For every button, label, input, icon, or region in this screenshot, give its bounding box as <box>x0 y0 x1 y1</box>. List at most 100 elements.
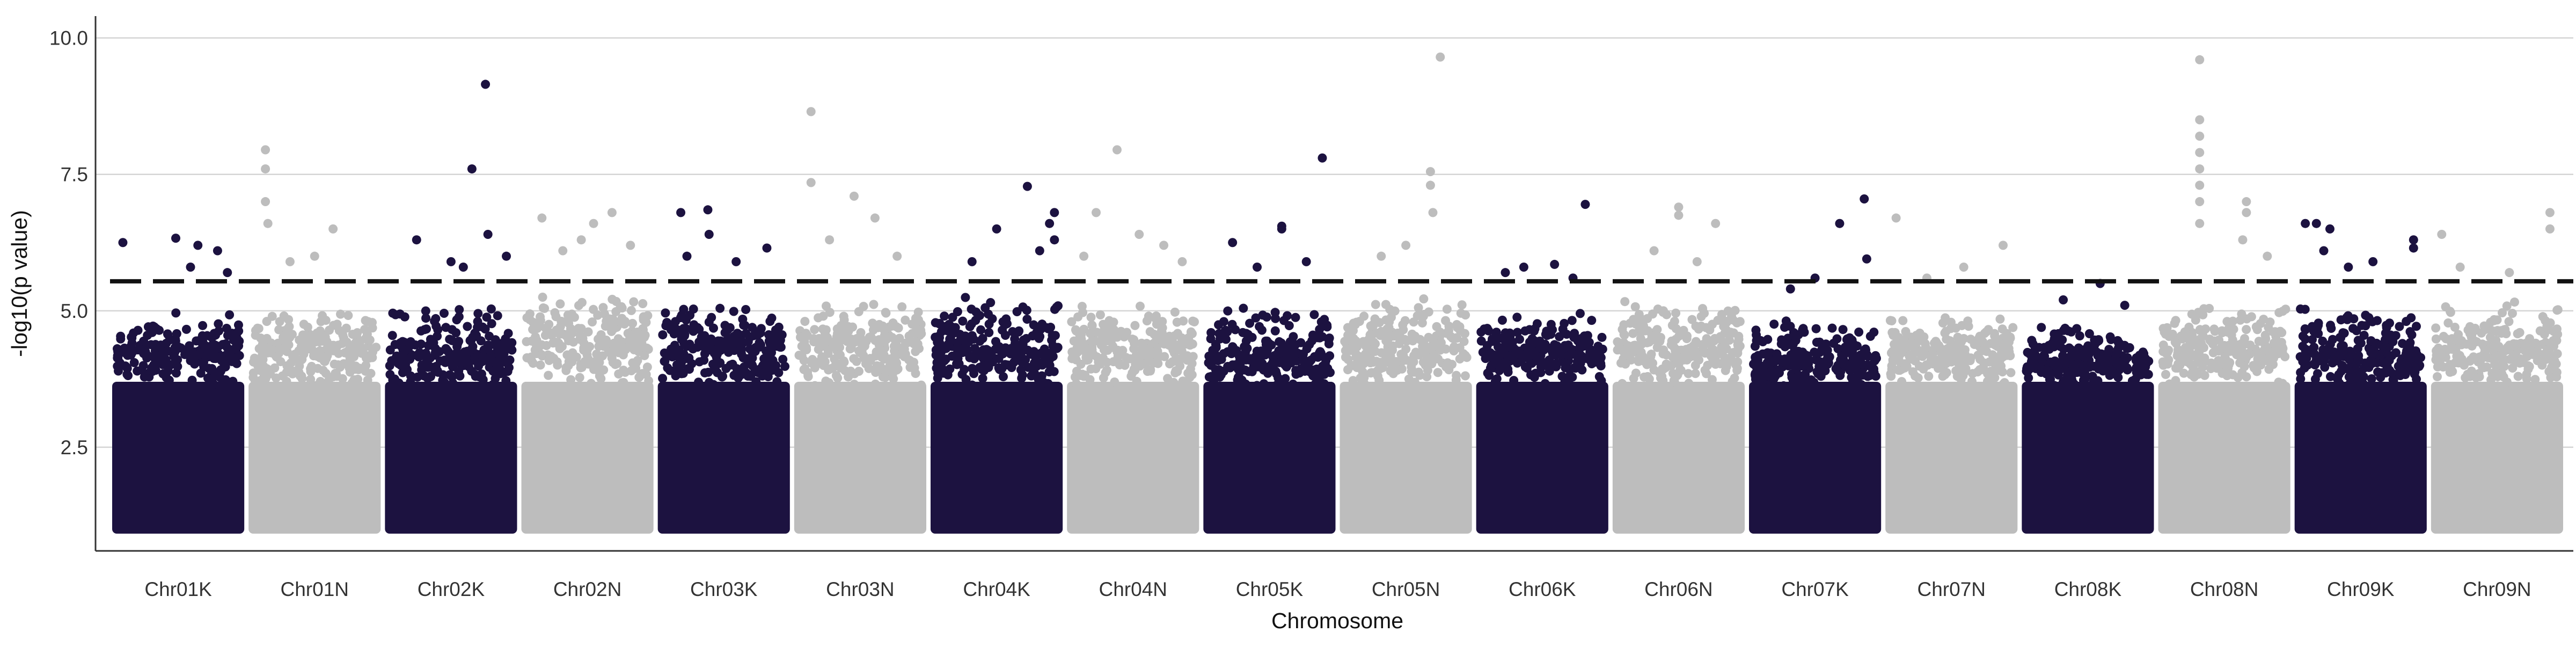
snp-peak-point <box>558 246 568 256</box>
snp-point <box>1895 364 1905 374</box>
snp-point <box>1309 310 1319 319</box>
snp-point <box>774 368 784 377</box>
snp-point <box>1346 361 1356 370</box>
snp-point <box>299 319 309 329</box>
snp-peak-point <box>2319 246 2329 256</box>
snp-point <box>1017 373 1027 383</box>
snp-point <box>505 355 515 365</box>
snp-point <box>235 351 244 360</box>
snp-point <box>994 363 1004 373</box>
snp-point <box>1256 349 1266 359</box>
chromosome-Chr02K <box>385 79 517 534</box>
snp-point <box>203 373 213 383</box>
snp-point <box>1658 376 1668 386</box>
snp-point <box>2259 345 2269 355</box>
snp-point <box>2489 335 2498 345</box>
snp-point <box>2357 376 2366 386</box>
snp-point <box>2022 362 2032 372</box>
snp-point <box>880 366 890 375</box>
snp-point <box>574 324 583 333</box>
snp-point <box>1831 364 1841 374</box>
snp-point <box>747 360 757 369</box>
snp-point <box>1775 354 1784 364</box>
snp-point <box>1689 345 1699 355</box>
snp-point <box>1769 319 1779 329</box>
snp-point <box>1690 360 1700 370</box>
snp-point <box>1102 358 1112 367</box>
snp-point <box>2493 326 2502 336</box>
snp-point <box>1966 381 1976 391</box>
snp-point <box>588 317 597 327</box>
snp-point <box>1505 351 1515 361</box>
snp-point <box>1032 328 1042 337</box>
snp-point <box>1563 341 1573 351</box>
snp-peak-point <box>261 164 270 174</box>
snp-point <box>2541 355 2550 365</box>
snp-peak-point <box>481 79 491 89</box>
snp-point <box>618 350 628 360</box>
snp-point <box>1377 348 1386 358</box>
chromosome-Chr03K <box>657 205 790 534</box>
snp-peak-point <box>502 251 511 261</box>
snp-point <box>958 316 968 326</box>
snp-point <box>2338 328 2348 338</box>
snp-point <box>1081 353 1091 362</box>
snp-point <box>803 367 813 377</box>
chromosome-Chr01K <box>112 234 245 534</box>
snp-point <box>814 345 823 354</box>
snp-point <box>1596 351 1605 361</box>
snp-point <box>1219 317 1228 326</box>
snp-peak-point <box>1045 219 1055 228</box>
snp-peak-point <box>1785 284 1795 294</box>
snp-point <box>221 339 231 348</box>
snp-point <box>2242 352 2251 362</box>
snp-point <box>739 321 749 330</box>
snp-point <box>1940 370 1950 380</box>
snp-point <box>1306 355 1316 365</box>
snp-point <box>640 332 649 342</box>
x-tick-label: Chr04K <box>963 578 1030 600</box>
snp-point <box>1312 364 1321 374</box>
snp-point <box>1734 335 1744 344</box>
snp-point <box>2433 362 2442 372</box>
snp-point <box>1865 361 1875 370</box>
snp-point <box>2368 317 2377 326</box>
snp-point <box>823 345 833 355</box>
points-bulk <box>1476 381 1608 534</box>
snp-point <box>451 348 461 358</box>
snp-point <box>1237 375 1247 385</box>
snp-point <box>1567 316 1577 325</box>
snp-point <box>1373 372 1382 381</box>
snp-point <box>978 374 987 383</box>
snp-point <box>1130 321 1140 330</box>
snp-point <box>2395 322 2404 331</box>
snp-point <box>1355 317 1364 326</box>
snp-point <box>934 341 943 351</box>
snp-point <box>2213 345 2223 355</box>
snp-point <box>800 317 810 326</box>
snp-point <box>2037 353 2046 363</box>
snp-point <box>2210 326 2220 336</box>
snp-point <box>2478 339 2487 349</box>
snp-point <box>2395 371 2405 381</box>
snp-point <box>1228 343 1238 352</box>
snp-point <box>2431 323 2441 333</box>
snp-peak-point <box>1674 202 1684 212</box>
snp-point <box>1444 326 1454 336</box>
snp-point <box>1532 319 1542 329</box>
snp-point <box>1108 341 1118 351</box>
snp-point <box>969 335 978 344</box>
snp-point <box>1027 371 1036 381</box>
snp-point <box>1344 344 1353 354</box>
snp-point <box>2193 308 2203 317</box>
snp-point <box>1995 314 2005 324</box>
snp-peak-point <box>1835 219 1845 228</box>
snp-point <box>1684 379 1694 388</box>
snp-point <box>1754 378 1764 388</box>
snp-point <box>1002 319 1012 329</box>
snp-point <box>2441 302 2450 311</box>
snp-point <box>363 375 372 385</box>
snp-point <box>1999 352 2008 361</box>
snp-point <box>2450 358 2460 368</box>
snp-point <box>745 332 755 342</box>
